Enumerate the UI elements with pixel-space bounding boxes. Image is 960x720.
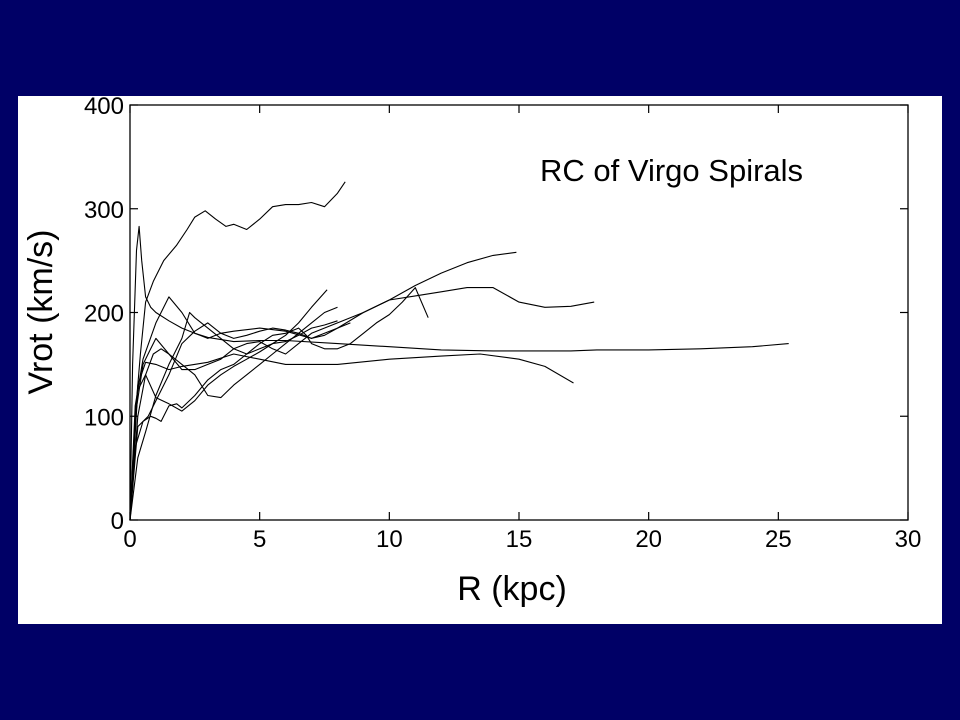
y-axis-label: Vrot (km/s) — [22, 230, 60, 395]
x-tick-label: 5 — [253, 526, 266, 553]
y-tick-label: 0 — [111, 508, 124, 535]
y-tick-label: 100 — [84, 404, 124, 431]
rotation-curve-1 — [129, 181, 346, 521]
y-tick-label: 300 — [84, 197, 124, 224]
rotation-curve-3 — [129, 251, 517, 521]
x-tick-label: 10 — [376, 526, 403, 553]
x-tick-label: 30 — [895, 526, 922, 553]
rotation-curve-8 — [129, 287, 429, 521]
chart-panel — [18, 96, 942, 624]
chart-title: RC of Virgo Spirals — [540, 153, 803, 188]
x-tick-label: 15 — [506, 526, 533, 553]
x-tick-label: 20 — [635, 526, 662, 553]
x-tick-label: 0 — [123, 526, 136, 553]
x-tick-label: 25 — [765, 526, 792, 553]
y-tick-label: 400 — [84, 93, 124, 120]
rotation-curve-2 — [129, 225, 789, 521]
rotation-curve-5 — [129, 353, 574, 521]
x-axis-label: R (kpc) — [457, 570, 567, 608]
rotation-curve-10 — [129, 306, 338, 521]
y-tick-label: 200 — [84, 301, 124, 328]
rotation-curves — [129, 181, 789, 521]
rotation-curve-9 — [129, 311, 338, 521]
rotation-curve-7 — [129, 322, 351, 521]
